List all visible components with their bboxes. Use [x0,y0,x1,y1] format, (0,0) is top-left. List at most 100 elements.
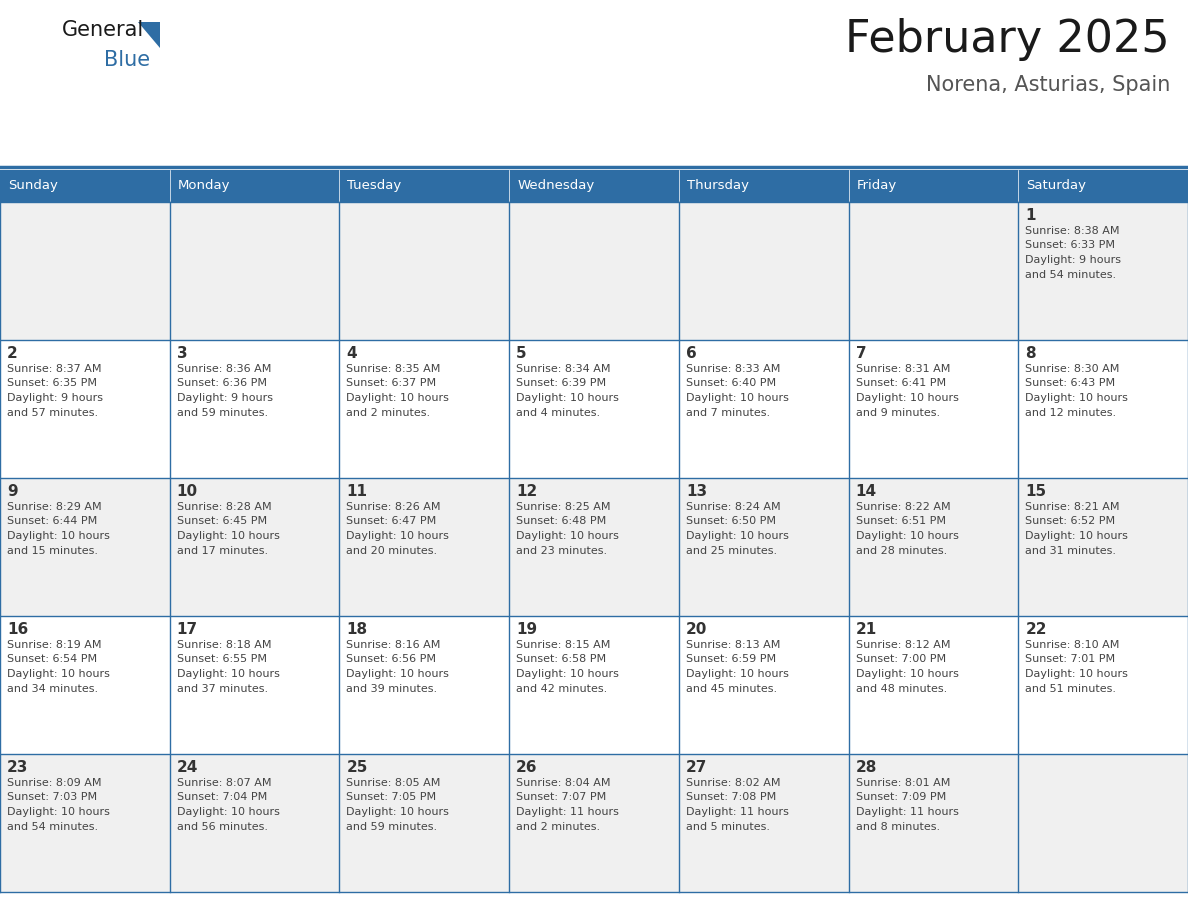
Text: Sunset: 6:52 PM: Sunset: 6:52 PM [1025,517,1116,527]
Text: and 34 minutes.: and 34 minutes. [7,684,99,693]
Text: Sunset: 6:50 PM: Sunset: 6:50 PM [685,517,776,527]
Text: Sunset: 6:58 PM: Sunset: 6:58 PM [516,655,606,665]
Text: Sunset: 6:37 PM: Sunset: 6:37 PM [347,378,436,388]
Text: Sunrise: 8:04 AM: Sunrise: 8:04 AM [516,778,611,788]
Text: Sunrise: 8:21 AM: Sunrise: 8:21 AM [1025,502,1120,512]
Text: Daylight: 10 hours: Daylight: 10 hours [855,531,959,541]
Text: Sunset: 7:07 PM: Sunset: 7:07 PM [516,792,606,802]
Text: Sunset: 6:44 PM: Sunset: 6:44 PM [7,517,97,527]
Bar [510,616,678,754]
Text: 7: 7 [855,346,866,361]
Text: and 9 minutes.: and 9 minutes. [855,408,940,418]
Text: Sunset: 6:55 PM: Sunset: 6:55 PM [177,655,267,665]
Text: Sunset: 7:03 PM: Sunset: 7:03 PM [7,792,97,802]
Text: Daylight: 10 hours: Daylight: 10 hours [516,669,619,679]
Text: and 7 minutes.: and 7 minutes. [685,408,770,418]
Bar [170,478,340,616]
Text: and 28 minutes.: and 28 minutes. [855,545,947,555]
Bar [0,202,170,340]
Text: Daylight: 10 hours: Daylight: 10 hours [347,531,449,541]
Text: Daylight: 10 hours: Daylight: 10 hours [177,807,279,817]
Text: 18: 18 [347,622,367,637]
Text: and 59 minutes.: and 59 minutes. [177,408,267,418]
Text: 2: 2 [7,346,18,361]
Text: Daylight: 10 hours: Daylight: 10 hours [7,531,109,541]
Text: and 31 minutes.: and 31 minutes. [1025,545,1117,555]
Bar [340,478,510,616]
Text: Thursday: Thursday [687,180,748,193]
Polygon shape [138,22,160,48]
Text: Sunset: 6:45 PM: Sunset: 6:45 PM [177,517,267,527]
Bar [1018,754,1188,892]
Bar [678,616,848,754]
Text: Daylight: 10 hours: Daylight: 10 hours [347,669,449,679]
Text: Daylight: 10 hours: Daylight: 10 hours [1025,393,1129,403]
Bar [340,754,510,892]
Text: Daylight: 10 hours: Daylight: 10 hours [1025,669,1129,679]
Bar [170,340,340,478]
Text: Sunday: Sunday [8,180,58,193]
Text: Daylight: 10 hours: Daylight: 10 hours [516,531,619,541]
Text: February 2025: February 2025 [846,18,1170,61]
Bar [678,340,848,478]
Text: Blue: Blue [105,50,150,70]
Text: Sunrise: 8:31 AM: Sunrise: 8:31 AM [855,364,950,374]
Bar [678,478,848,616]
Text: 14: 14 [855,484,877,499]
Text: 25: 25 [347,760,368,775]
Text: Sunrise: 8:33 AM: Sunrise: 8:33 AM [685,364,781,374]
Bar [510,478,678,616]
Text: and 42 minutes.: and 42 minutes. [516,684,607,693]
Bar [0,478,170,616]
Text: 26: 26 [516,760,538,775]
Text: and 8 minutes.: and 8 minutes. [855,822,940,832]
Text: Sunset: 6:39 PM: Sunset: 6:39 PM [516,378,606,388]
Bar [340,202,510,340]
Text: Sunrise: 8:12 AM: Sunrise: 8:12 AM [855,640,950,650]
Text: 13: 13 [685,484,707,499]
Text: Daylight: 11 hours: Daylight: 11 hours [516,807,619,817]
Bar [0,616,170,754]
Text: Daylight: 11 hours: Daylight: 11 hours [685,807,789,817]
Text: and 57 minutes.: and 57 minutes. [7,408,99,418]
Text: Sunrise: 8:02 AM: Sunrise: 8:02 AM [685,778,781,788]
Text: Sunset: 6:47 PM: Sunset: 6:47 PM [347,517,437,527]
Text: 19: 19 [516,622,537,637]
Text: Norena, Asturias, Spain: Norena, Asturias, Spain [925,75,1170,95]
Bar [170,202,340,340]
Text: 8: 8 [1025,346,1036,361]
Text: Daylight: 10 hours: Daylight: 10 hours [177,531,279,541]
Text: and 5 minutes.: and 5 minutes. [685,822,770,832]
Text: 1: 1 [1025,208,1036,223]
Text: and 4 minutes.: and 4 minutes. [516,408,600,418]
Text: Wednesday: Wednesday [517,180,594,193]
Text: Daylight: 11 hours: Daylight: 11 hours [855,807,959,817]
Text: Sunrise: 8:16 AM: Sunrise: 8:16 AM [347,640,441,650]
Text: Daylight: 10 hours: Daylight: 10 hours [347,393,449,403]
Text: Tuesday: Tuesday [347,180,402,193]
Text: and 2 minutes.: and 2 minutes. [516,822,600,832]
Text: 12: 12 [516,484,537,499]
Text: and 2 minutes.: and 2 minutes. [347,408,430,418]
Text: Saturday: Saturday [1026,180,1086,193]
Text: Monday: Monday [178,180,230,193]
Bar [340,616,510,754]
Text: 3: 3 [177,346,188,361]
Text: Sunset: 6:59 PM: Sunset: 6:59 PM [685,655,776,665]
Text: Sunset: 6:41 PM: Sunset: 6:41 PM [855,378,946,388]
Text: Daylight: 10 hours: Daylight: 10 hours [177,669,279,679]
Text: Sunset: 7:01 PM: Sunset: 7:01 PM [1025,655,1116,665]
Text: Sunrise: 8:19 AM: Sunrise: 8:19 AM [7,640,101,650]
Bar [170,754,340,892]
Bar [510,754,678,892]
Text: Sunrise: 8:37 AM: Sunrise: 8:37 AM [7,364,101,374]
Text: Sunset: 7:04 PM: Sunset: 7:04 PM [177,792,267,802]
Text: and 23 minutes.: and 23 minutes. [516,545,607,555]
Text: Sunrise: 8:38 AM: Sunrise: 8:38 AM [1025,226,1120,236]
Text: and 17 minutes.: and 17 minutes. [177,545,267,555]
Text: 5: 5 [516,346,526,361]
Text: Sunset: 7:09 PM: Sunset: 7:09 PM [855,792,946,802]
Text: Sunset: 6:40 PM: Sunset: 6:40 PM [685,378,776,388]
Text: 22: 22 [1025,622,1047,637]
Text: Sunset: 7:08 PM: Sunset: 7:08 PM [685,792,776,802]
